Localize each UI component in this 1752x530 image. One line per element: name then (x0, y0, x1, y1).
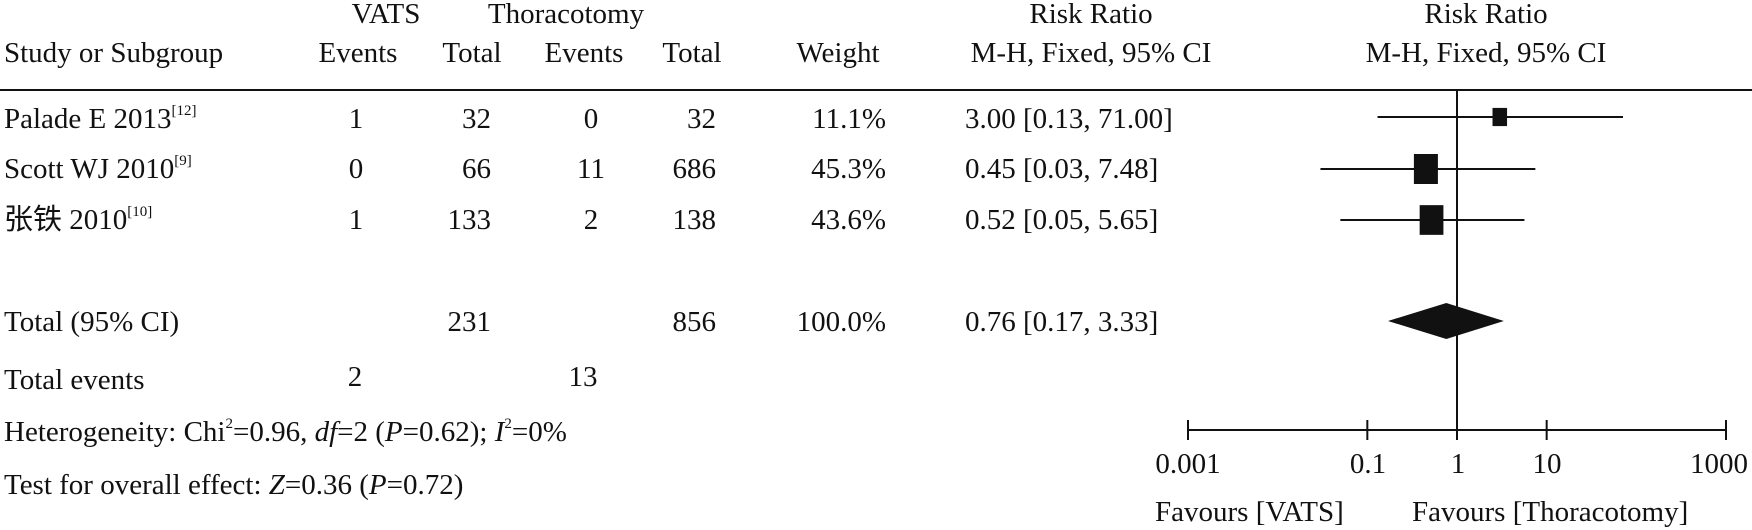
study-ci: 0.45 [0.03, 7.48] (965, 153, 1159, 185)
header-divider (0, 89, 1752, 91)
study-events2: 2 (583, 204, 599, 236)
study-point-estimate (1413, 154, 1438, 184)
total-events1: 2 (347, 361, 363, 393)
events2-header: Events (544, 37, 624, 69)
heterogeneity-line: Heterogeneity: Chi2=0.96, df=2 (P=0.62);… (4, 416, 567, 448)
events1-header: Events (318, 37, 398, 69)
study-total1: 66 (462, 153, 491, 185)
tick-label: 10 (1532, 448, 1562, 480)
tick-label: 1 (1450, 448, 1466, 480)
total-total1: 231 (447, 306, 492, 338)
total-label: Total (95% CI) (4, 306, 180, 338)
tick-label: 0.001 (1155, 448, 1221, 480)
study-weight: 11.1% (812, 103, 886, 135)
favours-right-label: Favours [Thoracotomy] (1412, 496, 1689, 528)
total-ci: 0.76 [0.17, 3.33] (965, 306, 1159, 338)
study-name: Palade E 2013[12] (4, 103, 197, 135)
study-weight: 45.3% (811, 153, 886, 185)
summary-diamond (1387, 303, 1504, 339)
study-total2: 138 (672, 204, 717, 236)
study-events2: 11 (577, 153, 605, 185)
group1-header: VATS (351, 0, 421, 30)
study-events1: 1 (348, 204, 364, 236)
study-total2: 32 (687, 103, 716, 135)
rr-method-right: M-H, Fixed, 95% CI (1365, 37, 1607, 69)
total-total2: 856 (672, 306, 717, 338)
total1-header: Total (442, 37, 502, 69)
rr-title-left: Risk Ratio (1029, 0, 1153, 30)
study-name: 张铁 2010[10] (4, 204, 153, 236)
study-events1: 1 (348, 103, 364, 135)
tick-label: 0.1 (1349, 448, 1387, 480)
total2-header: Total (662, 37, 722, 69)
tick-label: 1000 (1690, 448, 1748, 480)
study-total1: 133 (447, 204, 492, 236)
weight-header: Weight (796, 37, 880, 69)
study-total1: 32 (462, 103, 491, 135)
study-events2: 0 (583, 103, 599, 135)
study-point-estimate (1492, 107, 1508, 127)
study-ci: 3.00 [0.13, 71.00] (965, 103, 1173, 135)
rr-title-right: Risk Ratio (1424, 0, 1548, 30)
study-column-header: Study or Subgroup (4, 37, 224, 69)
group2-header: Thoracotomy (487, 0, 645, 30)
study-weight: 43.6% (811, 204, 886, 236)
total-weight: 100.0% (796, 306, 886, 338)
study-events1: 0 (348, 153, 364, 185)
overall-effect-line: Test for overall effect: Z=0.36 (P=0.72) (4, 469, 464, 501)
favours-left-label: Favours [VATS] (1155, 496, 1344, 528)
total-events2: 13 (568, 361, 598, 393)
study-point-estimate (1419, 205, 1444, 235)
study-name: Scott WJ 2010[9] (4, 153, 192, 185)
study-total2: 686 (672, 153, 717, 185)
study-ci: 0.52 [0.05, 5.65] (965, 204, 1159, 236)
total-events-label: Total events (4, 364, 145, 396)
rr-method-left: M-H, Fixed, 95% CI (970, 37, 1212, 69)
